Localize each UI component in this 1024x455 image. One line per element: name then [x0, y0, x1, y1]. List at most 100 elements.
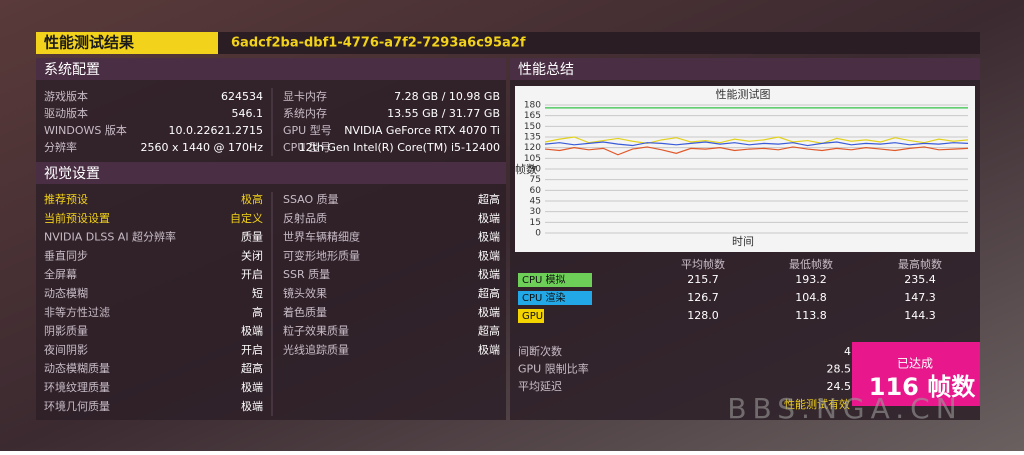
setting-value: 超高	[478, 286, 500, 300]
stat-label: 间断次数	[518, 344, 562, 358]
y-tick-label: 135	[524, 133, 541, 143]
setting-value: 极端	[478, 267, 500, 281]
y-tick-label: 90	[530, 165, 542, 175]
setting-label: 夜间阴影	[44, 342, 88, 356]
table-value: 193.2	[795, 273, 827, 286]
y-tick-label: 15	[530, 218, 541, 228]
setting-label: 全屏幕	[44, 267, 77, 281]
setting-value: NVIDIA GeForce RTX 4070 Ti	[344, 124, 500, 137]
y-tick-label: 105	[524, 154, 541, 164]
badge-box	[852, 342, 980, 406]
valid-note: 性能测试有效	[784, 397, 850, 411]
setting-label: 环境几何质量	[44, 399, 110, 413]
setting-value: 极端	[478, 305, 500, 319]
header-strip	[36, 32, 980, 54]
y-tick-label: 0	[535, 229, 541, 239]
setting-value: 短	[252, 286, 263, 300]
table-value: 126.7	[687, 291, 719, 304]
setting-label: WINDOWS 版本	[44, 123, 127, 137]
y-tick-label: 165	[524, 111, 541, 121]
setting-value: 超高	[478, 324, 500, 338]
row-label: CPU 渲染	[522, 291, 566, 304]
table-value: 104.8	[795, 291, 827, 304]
setting-value: 极端	[478, 230, 500, 244]
setting-label: 环境纹理质量	[44, 380, 110, 394]
setting-label: 阴影质量	[44, 325, 88, 338]
y-tick-label: 60	[530, 186, 542, 196]
y-tick-label: 30	[530, 207, 542, 217]
setting-label: 光线追踪质量	[283, 342, 349, 356]
setting-label: GPU 型号	[283, 123, 332, 137]
setting-value: 7.28 GB / 10.98 GB	[394, 90, 500, 103]
y-tick-label: 45	[530, 197, 541, 207]
left-panel	[36, 58, 506, 420]
stat-value: 24.5	[827, 380, 852, 393]
setting-value: 质量	[241, 231, 263, 244]
watermark: BBS.NGA.CN	[727, 392, 962, 425]
header-title-box	[36, 32, 218, 54]
setting-label: 分辨率	[44, 140, 77, 154]
run-id: 6adcf2ba-dbf1-4776-a7f2-7293a6c95a2f	[231, 36, 526, 51]
chart-title: 性能测试图	[716, 87, 771, 101]
setting-value: 极端	[478, 211, 500, 225]
setting-value: 高	[252, 305, 263, 319]
table-value: 147.3	[904, 291, 936, 304]
setting-value: 极端	[241, 380, 263, 394]
setting-label: NVIDIA DLSS AI 超分辨率	[44, 230, 176, 244]
setting-label: 当前预设设置	[44, 211, 110, 225]
setting-label: 可变形地形质量	[283, 248, 360, 262]
setting-label: 镜头效果	[283, 286, 327, 300]
section-title: 系统配置	[44, 62, 100, 78]
series-line	[544, 146, 969, 156]
title: 性能测试结果	[44, 34, 135, 52]
setting-value: 10.0.22621.2715	[169, 124, 263, 137]
section-title: 视觉设置	[44, 166, 100, 182]
setting-value: 开启	[241, 268, 263, 281]
y-tick-label: 75	[530, 175, 541, 185]
setting-label: 系统内存	[283, 106, 327, 120]
series-line	[544, 136, 969, 145]
row-label: GPU	[522, 311, 543, 322]
setting-value: 极端	[241, 399, 263, 413]
setting-label: 游戏版本	[44, 89, 88, 103]
setting-value: 624534	[221, 90, 263, 103]
table-value: 113.8	[795, 309, 827, 322]
section-bar	[36, 58, 506, 80]
setting-label: SSR 质量	[283, 268, 330, 281]
stat-value: 4	[844, 345, 851, 358]
row-label-box	[518, 309, 544, 323]
table-value: 144.3	[904, 309, 936, 322]
setting-label: 动态模糊	[44, 286, 88, 300]
setting-label: 动态模糊质量	[44, 361, 110, 375]
table-header: 最低帧数	[789, 257, 833, 271]
setting-label: 粒子效果质量	[283, 324, 349, 338]
x-label: 时间	[732, 235, 754, 248]
y-tick-label: 120	[524, 143, 541, 153]
table-value: 215.7	[687, 273, 719, 286]
setting-value: 12th Gen Intel(R) Core(TM) i5-12400	[299, 141, 500, 154]
setting-value: 546.1	[232, 107, 264, 120]
stat-label: 平均延迟	[518, 380, 562, 393]
row-label-box	[518, 291, 592, 305]
setting-label: CPU 型号	[283, 140, 331, 154]
setting-value: 极高	[241, 192, 263, 206]
setting-value: 自定义	[230, 211, 263, 225]
setting-value: 极端	[478, 248, 500, 262]
setting-value: 关闭	[241, 248, 263, 262]
setting-label: 推荐预设	[44, 192, 88, 206]
setting-label: 垂直同步	[44, 248, 88, 262]
section-title: 性能总结	[518, 62, 574, 78]
series-line	[544, 141, 969, 147]
section-bar	[36, 162, 506, 184]
setting-label: SSAO 质量	[283, 193, 339, 206]
setting-value: 2560 x 1440 @ 170Hz	[140, 141, 263, 154]
setting-label: 显卡内存	[283, 89, 327, 103]
setting-value: 超高	[478, 192, 500, 206]
setting-value: 极端	[478, 342, 500, 356]
setting-value: 开启	[241, 343, 263, 356]
section-bar	[510, 58, 980, 80]
row-label-box	[518, 273, 592, 287]
table-header: 最高帧数	[898, 257, 942, 271]
setting-label: 着色质量	[283, 305, 327, 319]
